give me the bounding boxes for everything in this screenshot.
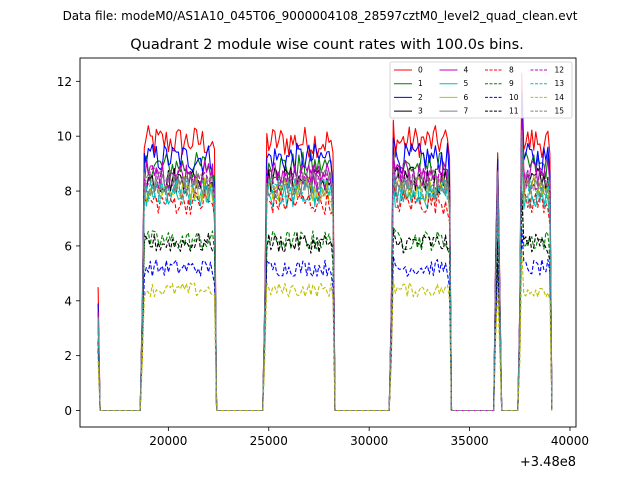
series-line-8 [97,152,553,412]
legend-label: 15 [555,107,565,116]
y-tick-label: 0 [64,404,72,418]
plot-frame [79,57,577,428]
legend-label: 5 [464,79,469,88]
data-file-label: Data file: modeM0/AS1A10_045T06_90000041… [63,9,578,23]
plot-area [80,58,576,427]
x-tick-label: 25000 [250,434,288,448]
series-layer [97,72,553,412]
series-line-13 [97,135,553,412]
x-tick-label: 30000 [350,434,388,448]
y-tick-label: 12 [57,75,72,89]
x-tick-label: 20000 [149,434,187,448]
series-line-9 [97,190,553,412]
legend-label: 3 [418,107,423,116]
legend-label: 13 [555,79,565,88]
y-tick-label: 8 [64,185,72,199]
y-tick-label: 4 [64,294,72,308]
chart-title: Quadrant 2 module wise count rates with … [130,37,524,53]
legend-label: 4 [464,66,469,75]
legend-label: 11 [509,107,519,116]
legend-label: 12 [555,66,565,75]
legend-label: 0 [418,66,423,75]
legend-label: 8 [509,66,514,75]
x-offset-label: +3.48e8 [520,455,576,470]
legend-label: 7 [464,107,469,116]
legend-label: 1 [418,79,423,88]
legend-label: 14 [555,93,565,102]
x-tick-label: 40000 [551,434,589,448]
legend-frame [389,61,573,119]
y-tick-label: 10 [57,130,72,144]
legend-label: 10 [509,93,519,102]
x-tick-label: 35000 [450,434,488,448]
y-tick-label: 6 [64,239,72,253]
series-line-15 [97,130,553,412]
legend-label: 6 [464,93,469,102]
legend-label: 2 [418,93,423,102]
legend-label: 9 [509,79,514,88]
y-tick-label: 2 [64,349,72,363]
